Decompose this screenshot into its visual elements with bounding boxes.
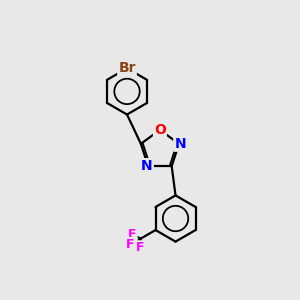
Text: N: N [174,137,186,151]
Text: F: F [128,228,137,241]
Text: F: F [126,238,135,251]
Text: F: F [136,241,144,254]
Text: Br: Br [118,61,136,75]
Text: O: O [154,123,166,137]
Text: N: N [141,159,153,173]
